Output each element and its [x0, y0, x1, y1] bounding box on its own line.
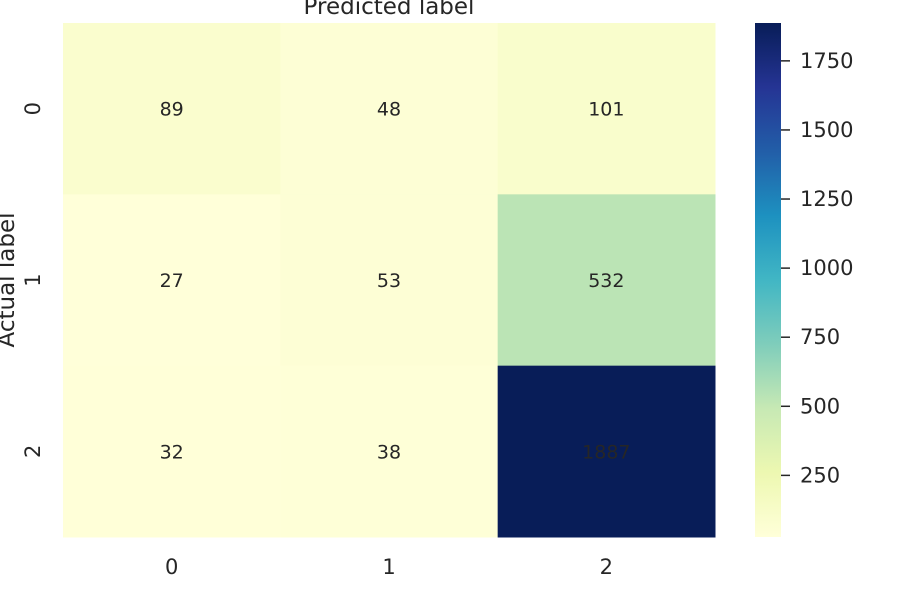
heatmap-cell [497, 365, 716, 538]
colorbar [755, 23, 781, 537]
heatmap-cell [280, 23, 499, 195]
cell-value-label: 532 [588, 270, 624, 292]
cell-value-label: 27 [160, 270, 184, 292]
cell-value-label: 32 [160, 441, 184, 463]
colorbar-tick-label: 1500 [800, 118, 853, 142]
heatmap-cells [63, 23, 716, 538]
colorbar-tick-label: 750 [800, 325, 840, 349]
colorbar-ticks: 250 500 750 1000 1250 1500 1750 [781, 49, 853, 487]
x-tick-label: 1 [382, 555, 395, 579]
heatmap-cell [497, 23, 716, 195]
colorbar-tick-label: 500 [800, 394, 840, 418]
heatmap-cell-labels: 89 48 101 27 53 532 32 38 1887 [160, 99, 631, 464]
heatmap-cell [63, 365, 281, 538]
cell-value-label: 101 [588, 99, 624, 121]
colorbar-tick-label: 250 [800, 463, 840, 487]
heatmap-cell [280, 365, 499, 538]
colorbar-tick-label: 1000 [800, 256, 853, 280]
cell-value-label: 48 [377, 99, 401, 121]
colorbar-tick-label: 1750 [800, 49, 853, 73]
y-tick-labels: 0 1 2 [21, 102, 45, 458]
x-axis-title: Predicted label [304, 0, 475, 20]
cell-value-label: 53 [377, 270, 401, 292]
colorbar-tick-label: 1250 [800, 187, 853, 211]
heatmap-cell [63, 23, 281, 195]
heatmap-cell [280, 194, 499, 367]
cell-value-label: 38 [377, 441, 401, 463]
x-tick-label: 2 [600, 555, 613, 579]
heatmap-cell [497, 194, 716, 367]
y-tick-label: 2 [21, 445, 45, 458]
y-axis-title: Actual label [0, 213, 20, 348]
x-tick-label: 0 [165, 555, 178, 579]
cell-value-label: 1887 [582, 441, 630, 463]
y-tick-label: 0 [21, 102, 45, 115]
x-tick-labels: 0 1 2 [165, 555, 613, 579]
heatmap-cell [63, 194, 281, 367]
cell-value-label: 89 [160, 99, 184, 121]
y-tick-label: 1 [21, 273, 45, 286]
